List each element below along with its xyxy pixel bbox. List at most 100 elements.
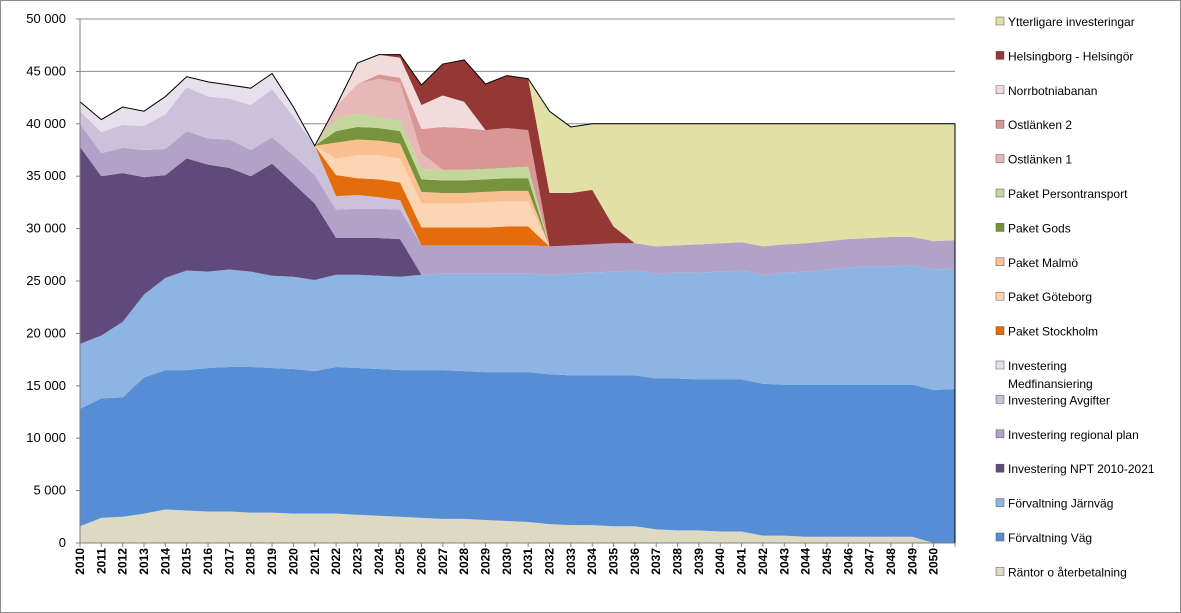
legend-label: Paket Malmö — [1008, 256, 1078, 270]
legend-swatch — [995, 16, 1005, 26]
x-tick-label: 2018 — [244, 548, 258, 575]
x-tick-label: 2041 — [735, 548, 749, 575]
legend-label: Paket Stockholm — [1008, 325, 1098, 339]
legend-label: Ostlänken 1 — [1008, 153, 1072, 167]
x-tick-label: 2012 — [116, 548, 130, 575]
x-tick-label: 2046 — [841, 548, 855, 575]
x-tick-label: 2038 — [671, 548, 685, 575]
legend-swatch — [995, 85, 1005, 95]
legend-label: Ytterligare investeringar — [1008, 15, 1135, 29]
legend-label: Förvaltning Väg — [1008, 531, 1092, 545]
x-tick-label: 2032 — [543, 548, 557, 575]
area-series — [80, 73, 955, 247]
x-tick-label: 2021 — [308, 548, 322, 575]
x-tick-label: 2026 — [414, 548, 428, 575]
area-series — [80, 509, 955, 543]
y-tick-label: 10 000 — [26, 430, 66, 445]
legend-swatch — [995, 119, 1005, 129]
x-tick-label: 2035 — [607, 548, 621, 575]
x-tick-label: 2019 — [265, 548, 279, 575]
legend-swatch — [995, 326, 1005, 335]
x-tick-label: 2047 — [863, 548, 877, 575]
y-tick-label: 50 000 — [26, 11, 66, 26]
x-tick-label: 2024 — [372, 548, 386, 575]
x-tick-label: 2029 — [478, 548, 492, 575]
x-tick-label: 2015 — [180, 548, 194, 575]
x-tick-label: 2023 — [350, 548, 364, 575]
legend-label: Norrbotniabanan — [1008, 84, 1097, 98]
legend-label: Förvaltning Järnväg — [1008, 497, 1113, 511]
y-tick-label: 45 000 — [26, 63, 66, 78]
legend-label: Räntor o återbetalning — [1008, 565, 1127, 579]
plot-areas — [79, 54, 956, 543]
legend-label: Investering regional plan — [1008, 428, 1139, 442]
area-series — [80, 54, 955, 247]
x-tick-label: 2049 — [905, 548, 919, 575]
x-tick-label: 2017 — [222, 548, 236, 575]
legend-swatch — [995, 532, 1005, 542]
area-series — [80, 265, 955, 409]
x-tick-label: 2022 — [329, 548, 343, 575]
x-tick-label: 2037 — [649, 548, 663, 575]
x-tick-label: 2016 — [201, 548, 215, 575]
legend-swatch — [995, 360, 1005, 370]
legend-label: Paket Göteborg — [1008, 290, 1092, 304]
area-series — [80, 146, 955, 344]
area-series — [80, 73, 955, 247]
legend-swatch — [995, 188, 1005, 198]
x-tick-label: 2027 — [436, 548, 450, 575]
x-tick-label: 2034 — [585, 548, 599, 575]
x-tick-label: 2039 — [692, 548, 706, 575]
legend-label: Paket Gods — [1008, 221, 1071, 235]
x-tick-label: 2036 — [628, 548, 642, 575]
area-series — [80, 123, 955, 275]
legend: Ytterligare investeringar Helsingborg - H… — [995, 15, 1155, 579]
x-tick-label: 2011 — [94, 548, 108, 574]
x-tick-label: 2048 — [884, 548, 898, 575]
y-tick-label: 15 000 — [26, 378, 66, 393]
x-tick-label: 2025 — [393, 548, 407, 575]
legend-swatch — [995, 395, 1005, 404]
legend-swatch — [995, 463, 1005, 473]
legend-label: Paket Persontransport — [1008, 187, 1128, 201]
y-tick-label: 35 000 — [26, 168, 66, 183]
legend-swatch — [995, 223, 1005, 232]
area-series — [80, 366, 955, 543]
y-tick-label: 5 000 — [33, 483, 66, 498]
x-tick-label: 2031 — [521, 548, 535, 575]
area-series — [80, 54, 955, 247]
y-tick-label: 30 000 — [26, 221, 66, 236]
x-tick-label: 2045 — [820, 548, 834, 575]
y-tick-label: 20 000 — [26, 325, 66, 340]
legend-swatch — [995, 291, 1005, 301]
legend-swatch — [995, 567, 1005, 576]
legend-label: Investering NPT 2010-2021 — [1008, 462, 1155, 476]
legend-swatch — [995, 257, 1005, 267]
legend-label: Medfinansiering — [1008, 377, 1093, 391]
legend-label: Investering Avgifter — [1008, 393, 1110, 407]
x-tick-label: 2043 — [777, 548, 791, 575]
y-tick-label: 40 000 — [26, 116, 66, 131]
axes: 0 5 000 10 000 15 000 20 000 25 000 30 000 35 0… — [26, 11, 956, 575]
y-tick-label: 0 — [59, 535, 66, 550]
x-tick-label: 2033 — [564, 548, 578, 575]
legend-label: Investering — [1008, 359, 1067, 373]
legend-swatch — [995, 498, 1005, 507]
area-series — [80, 87, 955, 247]
x-tick-label: 2030 — [500, 548, 514, 575]
x-tick-label: 2010 — [73, 548, 87, 575]
total-outline — [79, 54, 956, 543]
x-tick-label: 2014 — [158, 548, 172, 575]
legend-swatch — [995, 154, 1005, 163]
legend-swatch — [995, 429, 1005, 439]
x-tick-label: 2013 — [137, 548, 151, 575]
x-tick-label: 2042 — [756, 548, 770, 575]
x-tick-label: 2050 — [927, 548, 941, 575]
x-tick-label: 2044 — [799, 548, 813, 575]
legend-swatch — [995, 51, 1005, 60]
x-tick-label: 2020 — [286, 548, 300, 575]
x-tick-label: 2040 — [713, 548, 727, 575]
legend-label: Ostlänken 2 — [1008, 118, 1072, 132]
y-tick-label: 25 000 — [26, 273, 66, 288]
